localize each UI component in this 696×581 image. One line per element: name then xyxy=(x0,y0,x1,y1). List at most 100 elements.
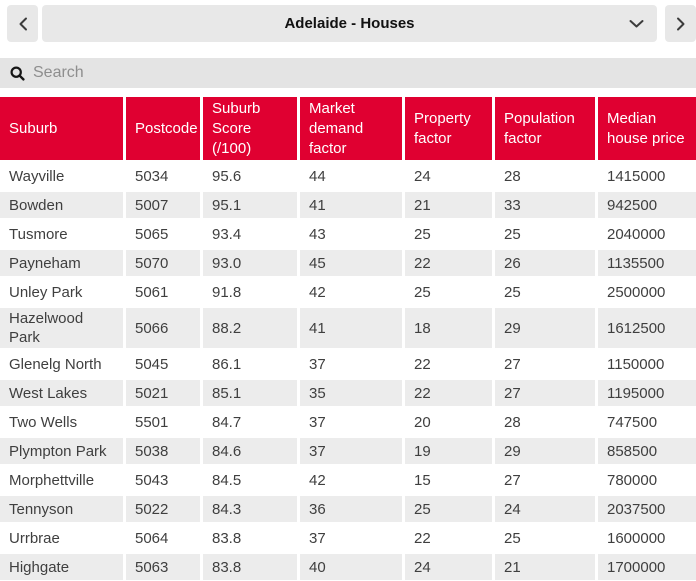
table-row[interactable]: Urrbrae 5064 83.8 37 22 25 1600000 xyxy=(0,525,696,551)
table-cell: 942500 xyxy=(598,192,696,218)
column-header[interactable]: Postcode xyxy=(126,97,200,160)
table-row[interactable]: Morphettville 5043 84.5 42 15 27 780000 xyxy=(0,467,696,493)
table-cell: 43 xyxy=(300,221,402,247)
table-row[interactable]: Glenelg North 5045 86.1 37 22 27 1150000 xyxy=(0,351,696,377)
table-cell: 40 xyxy=(300,554,402,580)
table-cell: 37 xyxy=(300,525,402,551)
table-cell: Wayville xyxy=(0,163,123,189)
table-cell: 83.8 xyxy=(203,525,297,551)
table-cell: 27 xyxy=(495,351,595,377)
column-header[interactable]: Suburb Score (/100) xyxy=(203,97,297,160)
table-cell: 5038 xyxy=(126,438,200,464)
search-icon xyxy=(10,65,25,81)
table-cell: 27 xyxy=(495,467,595,493)
column-header[interactable]: Population factor xyxy=(495,97,595,160)
table-cell: 5007 xyxy=(126,192,200,218)
next-button[interactable] xyxy=(665,5,696,42)
table-cell: 24 xyxy=(405,163,492,189)
table-cell: 93.0 xyxy=(203,250,297,276)
dataset-selector[interactable]: Adelaide - Houses xyxy=(42,5,657,42)
column-header[interactable]: Median house price xyxy=(598,97,696,160)
table-cell: 27 xyxy=(495,380,595,406)
table-cell: 1612500 xyxy=(598,308,696,348)
search-input[interactable] xyxy=(33,64,686,82)
table-cell: 1135500 xyxy=(598,250,696,276)
table-row[interactable]: Two Wells 5501 84.7 37 20 28 747500 xyxy=(0,409,696,435)
prev-button[interactable] xyxy=(7,5,38,42)
table-row[interactable]: West Lakes 5021 85.1 35 22 27 1195000 xyxy=(0,380,696,406)
table-cell: Tusmore xyxy=(0,221,123,247)
table-cell: 36 xyxy=(300,496,402,522)
table-cell: 42 xyxy=(300,279,402,305)
header-row: Suburb Postcode Suburb Score (/100) Market … xyxy=(0,97,696,160)
table-cell: 37 xyxy=(300,351,402,377)
dataset-selector-label: Adelaide - Houses xyxy=(284,15,415,32)
column-header[interactable]: Property factor xyxy=(405,97,492,160)
table-row[interactable]: Tusmore 5065 93.4 43 25 25 2040000 xyxy=(0,221,696,247)
table-cell: 5043 xyxy=(126,467,200,493)
table-cell: 95.1 xyxy=(203,192,297,218)
table-cell: 35 xyxy=(300,380,402,406)
table-cell: West Lakes xyxy=(0,380,123,406)
table-cell: 93.4 xyxy=(203,221,297,247)
table-cell: 41 xyxy=(300,192,402,218)
table-cell: 84.5 xyxy=(203,467,297,493)
table-cell: 42 xyxy=(300,467,402,493)
table-cell: 37 xyxy=(300,409,402,435)
table-cell: 780000 xyxy=(598,467,696,493)
table-row[interactable]: Wayville 5034 95.6 44 24 28 1415000 xyxy=(0,163,696,189)
table-cell: 22 xyxy=(405,525,492,551)
table-cell: 5065 xyxy=(126,221,200,247)
table-cell: 5070 xyxy=(126,250,200,276)
table-cell: 28 xyxy=(495,409,595,435)
table-cell: 5061 xyxy=(126,279,200,305)
table-cell: 5501 xyxy=(126,409,200,435)
table-row[interactable]: Highgate 5063 83.8 40 24 21 1700000 xyxy=(0,554,696,580)
table-cell: 84.3 xyxy=(203,496,297,522)
table-cell: 25 xyxy=(495,221,595,247)
table-cell: 45 xyxy=(300,250,402,276)
table-row[interactable]: Hazelwood Park 5066 88.2 41 18 29 1612500 xyxy=(0,308,696,348)
table-cell: 5045 xyxy=(126,351,200,377)
table-row[interactable]: Unley Park 5061 91.8 42 25 25 2500000 xyxy=(0,279,696,305)
table-cell: 29 xyxy=(495,438,595,464)
table-row[interactable]: Payneham 5070 93.0 45 22 26 1135500 xyxy=(0,250,696,276)
table-cell: 22 xyxy=(405,380,492,406)
table-row[interactable]: Plympton Park 5038 84.6 37 19 29 858500 xyxy=(0,438,696,464)
search-bar xyxy=(0,58,696,88)
table-cell: 21 xyxy=(495,554,595,580)
table-cell: 44 xyxy=(300,163,402,189)
table-cell: Unley Park xyxy=(0,279,123,305)
table-cell: 85.1 xyxy=(203,380,297,406)
table-cell: 1150000 xyxy=(598,351,696,377)
chevron-down-icon xyxy=(629,19,644,28)
table-cell: 22 xyxy=(405,250,492,276)
table-cell: 83.8 xyxy=(203,554,297,580)
table-cell: 2037500 xyxy=(598,496,696,522)
table-cell: 19 xyxy=(405,438,492,464)
table-cell: 18 xyxy=(405,308,492,348)
table-cell: 747500 xyxy=(598,409,696,435)
table-cell: 15 xyxy=(405,467,492,493)
column-header[interactable]: Market demand factor xyxy=(300,97,402,160)
chevron-left-icon xyxy=(18,17,28,31)
table-cell: 26 xyxy=(495,250,595,276)
table-cell: 25 xyxy=(495,525,595,551)
table-cell: 25 xyxy=(405,279,492,305)
table-cell: 22 xyxy=(405,351,492,377)
table-cell: 5063 xyxy=(126,554,200,580)
table-row[interactable]: Tennyson 5022 84.3 36 25 24 2037500 xyxy=(0,496,696,522)
column-header[interactable]: Suburb xyxy=(0,97,123,160)
table-cell: 1700000 xyxy=(598,554,696,580)
table-cell: 2040000 xyxy=(598,221,696,247)
table-row[interactable]: Bowden 5007 95.1 41 21 33 942500 xyxy=(0,192,696,218)
table-cell: 5022 xyxy=(126,496,200,522)
table-cell: 86.1 xyxy=(203,351,297,377)
table-cell: Plympton Park xyxy=(0,438,123,464)
table-cell: 858500 xyxy=(598,438,696,464)
table-cell: 5021 xyxy=(126,380,200,406)
table-cell: 21 xyxy=(405,192,492,218)
table-cell: 25 xyxy=(495,279,595,305)
table-cell: Urrbrae xyxy=(0,525,123,551)
table-cell: 41 xyxy=(300,308,402,348)
